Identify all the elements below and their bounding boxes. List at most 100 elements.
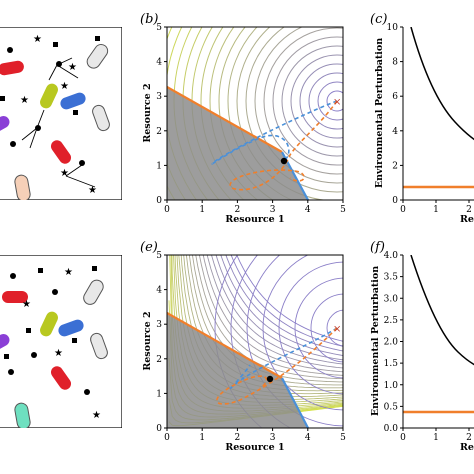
contour-ring bbox=[290, 54, 343, 148]
x-tick-label: 3 bbox=[270, 433, 276, 443]
contour-ring bbox=[214, 255, 263, 428]
svg-text:★: ★ bbox=[33, 34, 42, 45]
contour-ring bbox=[227, 27, 293, 200]
cell-peach bbox=[14, 174, 31, 200]
x-tick-label: 0 bbox=[164, 433, 170, 443]
x-tick-label: 4 bbox=[305, 205, 311, 215]
cell-red bbox=[0, 60, 24, 76]
contour-line bbox=[195, 255, 343, 380]
blue-boundary-e bbox=[281, 377, 309, 428]
contour-ring bbox=[310, 293, 343, 363]
ylabel-e: Resource 2 bbox=[142, 311, 153, 370]
panel-label-e: (e) bbox=[140, 240, 158, 255]
cell-blue bbox=[60, 92, 86, 110]
contour-line bbox=[211, 255, 343, 365]
orange-trajectory-e bbox=[216, 327, 338, 405]
perturbation-curve-f bbox=[410, 255, 474, 366]
y-tick-label: 2 bbox=[156, 127, 162, 137]
contour-ring bbox=[236, 27, 328, 200]
x-tick-label: 1 bbox=[199, 205, 205, 215]
svg-text:★: ★ bbox=[60, 168, 69, 179]
panel-c: 0 1 2 0 2 4 6 8 10 (c) Environmental Perturbatio… bbox=[370, 12, 474, 225]
y-tick-label: 0 bbox=[156, 424, 162, 434]
svg-text:★: ★ bbox=[54, 348, 63, 359]
cell-gray bbox=[83, 279, 104, 305]
x-tick-label: 3 bbox=[270, 205, 276, 215]
panel-e: × 0 1 2 3 4 5 0 1 2 3 4 5 (e) Resource 1 Resource 2 bbox=[140, 240, 346, 453]
panel-label-c: (c) bbox=[370, 12, 387, 27]
contour-ring bbox=[246, 255, 343, 427]
xlabel-c: Re bbox=[460, 214, 474, 225]
contour-line bbox=[198, 255, 343, 376]
y-tick-label: 1 bbox=[156, 161, 162, 171]
cell-yellow bbox=[40, 311, 58, 337]
x-tick-label: 0 bbox=[164, 205, 170, 215]
y-tick-label: 8 bbox=[392, 58, 398, 68]
y-tick-label: 0.5 bbox=[384, 402, 399, 412]
x-tick-label: 5 bbox=[340, 433, 346, 443]
start-marker-e: × bbox=[333, 324, 341, 335]
equilibrium-point-b bbox=[280, 157, 288, 165]
svg-text:★: ★ bbox=[92, 410, 101, 421]
y-tick-label: 2.0 bbox=[384, 338, 399, 348]
y-tick-label: 3 bbox=[156, 320, 162, 330]
contour-ring bbox=[308, 72, 343, 130]
xlabel-e: Resource 1 bbox=[225, 442, 284, 453]
ylabel-b: Resource 2 bbox=[142, 83, 153, 142]
contour-line bbox=[215, 255, 343, 361]
svg-text:★: ★ bbox=[88, 185, 97, 196]
y-tick-label: 3.5 bbox=[384, 273, 399, 283]
x-tick-label: 2 bbox=[466, 433, 472, 443]
contour-ring bbox=[230, 255, 292, 428]
contour-ring bbox=[326, 90, 343, 112]
x-tick-label: 1 bbox=[433, 205, 439, 215]
x-tick-label: 2 bbox=[466, 205, 472, 215]
contour-ring bbox=[209, 27, 259, 200]
y-tick-label: 4 bbox=[392, 127, 398, 137]
cell-teal bbox=[14, 402, 31, 428]
contour-ring bbox=[278, 261, 343, 395]
x-tick-label: 5 bbox=[340, 205, 346, 215]
svg-text:★: ★ bbox=[22, 299, 31, 310]
contour-ring bbox=[326, 309, 343, 347]
y-tick-label: 0.0 bbox=[384, 424, 399, 434]
contour-ring bbox=[317, 81, 343, 121]
ylabel-f: Environmental Perturbation bbox=[370, 266, 381, 416]
y-tick-label: 0 bbox=[392, 196, 398, 206]
schematic-panel-a: ★ ★ ★ ★ ★ ★ bbox=[0, 27, 122, 200]
y-tick-label: 6 bbox=[392, 92, 398, 102]
cell-gray2 bbox=[90, 332, 108, 360]
cell-red bbox=[2, 291, 28, 303]
y-tick-label: 4 bbox=[156, 286, 162, 296]
perturbation-curve-c bbox=[410, 27, 474, 141]
panel-label-b: (b) bbox=[140, 12, 158, 27]
cell-purple bbox=[0, 334, 10, 350]
svg-text:★: ★ bbox=[64, 267, 73, 278]
x-tick-label: 2 bbox=[235, 433, 241, 443]
y-tick-label: 2.5 bbox=[384, 316, 399, 326]
cell-blue bbox=[58, 319, 84, 337]
y-tick-label: 3.0 bbox=[384, 294, 399, 304]
contour-ring bbox=[263, 27, 343, 175]
blue-trajectory-b bbox=[211, 100, 338, 165]
panel-b: × 0 1 2 3 4 5 0 1 2 3 4 5 (b) Resource 1 Resource 2 bbox=[140, 12, 346, 225]
x-tick-label: 1 bbox=[433, 433, 439, 443]
contour-ring bbox=[262, 255, 343, 411]
y-tick-label: 1 bbox=[156, 389, 162, 399]
orange-boundary-b bbox=[167, 86, 283, 153]
feasible-region-b bbox=[167, 87, 308, 200]
contour-ring bbox=[294, 277, 343, 379]
contour-ring bbox=[299, 63, 343, 139]
y-tick-label: 2 bbox=[156, 355, 162, 365]
orange-boundary-e bbox=[167, 312, 283, 379]
panel-f: 0 1 2 0.0 0.5 1.0 1.5 2.0 2.5 3.0 3.5 4.0 (f) Envir… bbox=[370, 240, 474, 453]
contour-line bbox=[202, 255, 343, 373]
y-tick-label: 2 bbox=[392, 161, 398, 171]
blue-trajectory-e bbox=[228, 327, 338, 390]
equilibrium-point-e bbox=[266, 375, 274, 383]
y-tick-label: 1.0 bbox=[384, 381, 399, 391]
contour-ring bbox=[281, 45, 343, 157]
y-tick-label: 1.5 bbox=[384, 359, 399, 369]
contour-line bbox=[225, 255, 343, 352]
